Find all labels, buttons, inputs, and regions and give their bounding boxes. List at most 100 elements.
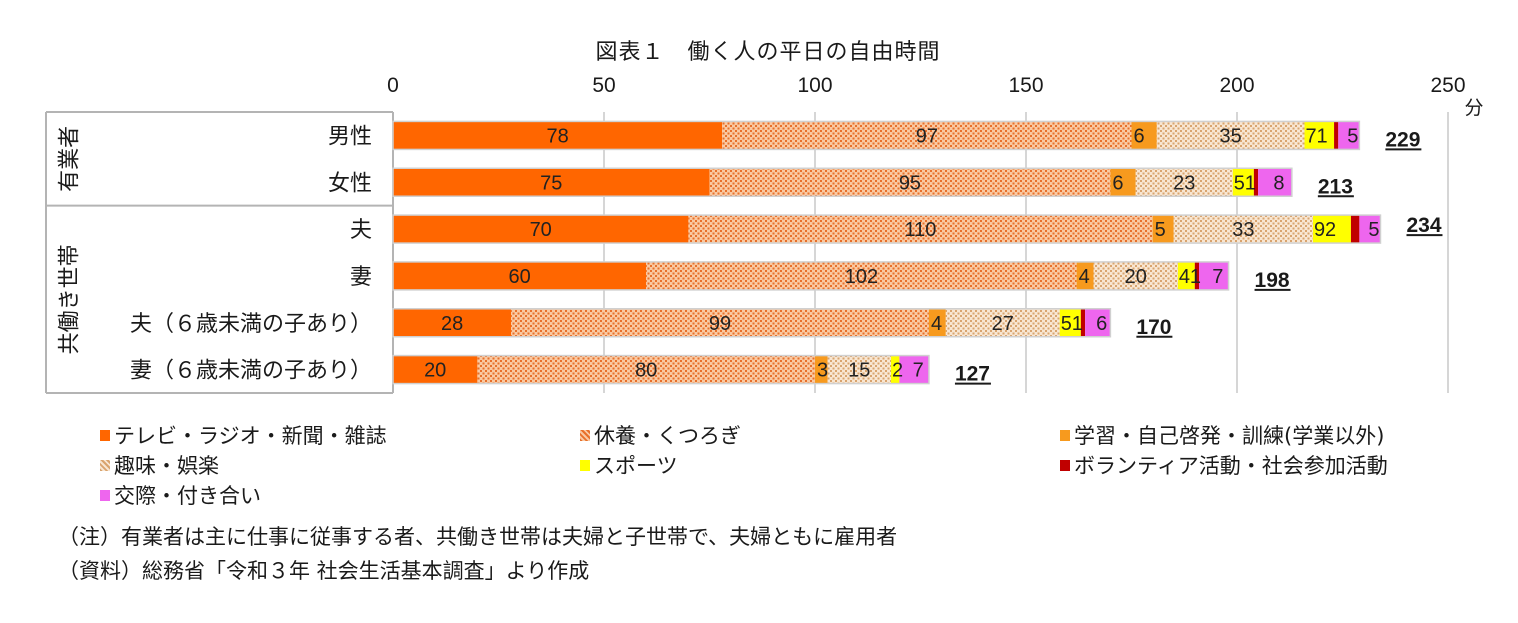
x-tick-label: 50 bbox=[592, 74, 615, 97]
segment-label: 78 bbox=[546, 125, 568, 147]
bar-segment bbox=[393, 355, 478, 384]
segment-label: 7 bbox=[1306, 125, 1317, 147]
x-tick-label: 0 bbox=[387, 74, 399, 97]
x-tick-label: 100 bbox=[797, 74, 832, 97]
legend: テレビ・ラジオ・新聞・雑誌 休養・くつろぎ 学習・自己啓発・訓練(学業以外) 趣味・娯… bbox=[100, 420, 1500, 510]
bar-segment bbox=[1080, 308, 1086, 337]
bar-segment bbox=[722, 121, 1132, 150]
legend-label: テレビ・ラジオ・新聞・雑誌 bbox=[114, 424, 387, 448]
segment-label: 15 bbox=[848, 360, 870, 382]
category-label: 妻（６歳未満の子あり） bbox=[130, 359, 372, 384]
legend-item: 休養・くつろぎ bbox=[580, 420, 741, 450]
bar-segment bbox=[1085, 308, 1111, 337]
segment-label: 5 bbox=[1155, 219, 1166, 241]
total-label: 229 bbox=[1385, 128, 1420, 151]
legend-item: ボランティア活動・社会参加活動 bbox=[1060, 450, 1388, 480]
bar-segment bbox=[1173, 215, 1313, 244]
total-label: 198 bbox=[1255, 269, 1290, 292]
segment-label: 110 bbox=[905, 219, 937, 241]
bar-outline bbox=[392, 167, 1293, 197]
bar-segment bbox=[1131, 121, 1157, 150]
x-tick-label: 200 bbox=[1219, 74, 1254, 97]
x-axis-unit: 分 bbox=[1464, 97, 1483, 119]
note-text: （注）有業者は主に仕事に従事する者、共働き世帯は夫婦と子世帯で、夫婦ともに雇用者 bbox=[58, 525, 898, 549]
total-label: 213 bbox=[1318, 175, 1353, 198]
segment-label: 9 bbox=[1314, 219, 1325, 241]
notes: （注）有業者は主に仕事に従事する者、共働き世帯は夫婦と子世帯で、夫婦ともに雇用者… bbox=[58, 520, 1458, 588]
segment-label: 5 bbox=[1234, 172, 1245, 194]
segment-label: 28 bbox=[441, 313, 463, 335]
total-label: 170 bbox=[1136, 316, 1171, 339]
chart-title: 図表１ 働く人の平日の自由時間 bbox=[595, 40, 941, 65]
legend-swatch bbox=[580, 429, 590, 441]
x-tick-label: 150 bbox=[1008, 74, 1043, 97]
segment-label: 27 bbox=[992, 313, 1014, 335]
category-label: 夫 bbox=[350, 218, 372, 243]
bar-segment bbox=[1338, 121, 1360, 150]
segment-label: 4 bbox=[931, 313, 942, 335]
segment-label: 4 bbox=[1079, 266, 1090, 288]
segment-label: 1 bbox=[1072, 313, 1083, 335]
segment-label: 6 bbox=[1112, 172, 1123, 194]
category-label: 夫（６歳未満の子あり） bbox=[130, 312, 372, 337]
legend-label: 学習・自己啓発・訓練(学業以外) bbox=[1074, 424, 1385, 448]
bar-segment bbox=[1232, 168, 1254, 197]
bar-segment bbox=[1359, 215, 1381, 244]
bar-segment bbox=[1194, 261, 1200, 290]
segment-label: 33 bbox=[1232, 219, 1254, 241]
bar-segment bbox=[1334, 121, 1339, 150]
segment-label: 60 bbox=[508, 266, 530, 288]
segment-label: 99 bbox=[709, 313, 731, 335]
legend-label: ボランティア活動・社会参加活動 bbox=[1074, 454, 1388, 478]
bar-segment bbox=[688, 215, 1153, 244]
bar-segment bbox=[511, 308, 929, 337]
segment-label: 8 bbox=[1273, 172, 1284, 194]
bar-segment bbox=[890, 355, 900, 384]
segment-label: 1 bbox=[1317, 125, 1328, 147]
bar-segment bbox=[827, 355, 891, 384]
segment-label: 2 bbox=[892, 360, 903, 382]
legend-swatch bbox=[100, 459, 110, 471]
segment-label: 23 bbox=[1173, 172, 1195, 194]
bar-segment bbox=[815, 355, 828, 384]
bar-segment bbox=[899, 355, 929, 384]
bar-segment bbox=[393, 215, 689, 244]
bar-outline bbox=[392, 261, 1230, 291]
x-tick-label: 250 bbox=[1430, 74, 1465, 97]
bar-segment bbox=[1304, 121, 1335, 150]
segment-label: 5 bbox=[1368, 219, 1379, 241]
legend-swatch bbox=[1060, 459, 1070, 471]
segment-label: 70 bbox=[530, 219, 552, 241]
segment-label: 5 bbox=[1347, 125, 1358, 147]
segment-label: 6 bbox=[1096, 313, 1107, 335]
bar-segment bbox=[1258, 168, 1292, 197]
bar-outline bbox=[392, 214, 1382, 244]
segment-label: 35 bbox=[1220, 125, 1242, 147]
bar-outline bbox=[392, 120, 1361, 151]
bar-segment bbox=[1152, 215, 1174, 244]
legend-item: テレビ・ラジオ・新聞・雑誌 bbox=[100, 420, 387, 450]
bar-segment bbox=[928, 308, 946, 337]
bar-segment bbox=[1199, 261, 1229, 290]
segment-label: 3 bbox=[817, 360, 828, 382]
legend-swatch bbox=[1060, 429, 1070, 441]
legend-item: 趣味・娯楽 bbox=[100, 450, 219, 480]
legend-item: 学習・自己啓発・訓練(学業以外) bbox=[1060, 420, 1384, 450]
legend-label: スポーツ bbox=[594, 454, 678, 478]
segment-label: 5 bbox=[1061, 313, 1072, 335]
bar-segment bbox=[1093, 261, 1178, 290]
group-label: 有業者 bbox=[58, 126, 83, 192]
legend-swatch bbox=[100, 429, 110, 441]
category-label: 女性 bbox=[328, 171, 372, 196]
bar-segment bbox=[1253, 168, 1259, 197]
segment-label: 2 bbox=[1325, 219, 1336, 241]
category-label: 妻 bbox=[350, 265, 372, 290]
segment-label: 97 bbox=[916, 125, 938, 147]
segment-label: 4 bbox=[1179, 266, 1190, 288]
segment-label: 20 bbox=[1125, 266, 1147, 288]
total-label: 127 bbox=[955, 363, 990, 386]
legend-item: 交際・付き合い bbox=[100, 480, 261, 510]
bar-outline bbox=[392, 354, 930, 385]
segment-label: 1 bbox=[1190, 266, 1201, 288]
bar-segment bbox=[945, 308, 1060, 337]
